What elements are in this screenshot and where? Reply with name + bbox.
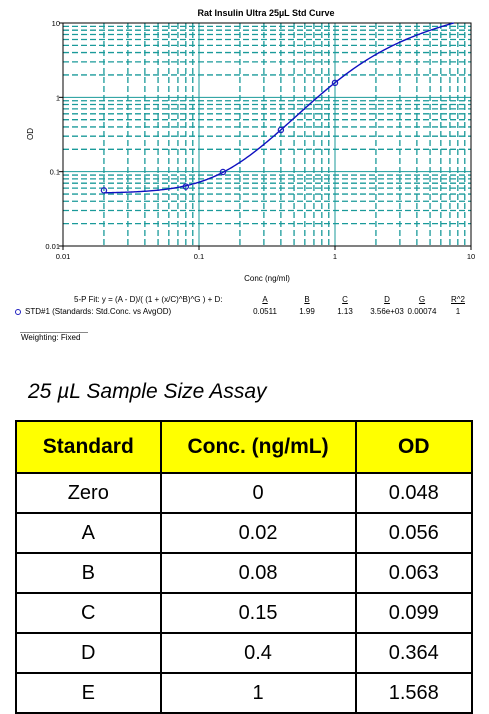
fit-value-c: 1.13 — [337, 307, 353, 316]
cell-od: 0.364 — [354, 632, 474, 674]
cell-od: 0.048 — [354, 472, 474, 514]
table-row: D 0.4 0.364 — [15, 632, 474, 674]
fit-value-g: 0.00074 — [407, 307, 437, 316]
cell-standard: B — [15, 552, 162, 594]
table-row: Zero 0 0.048 — [15, 472, 474, 514]
legend-label: STD#1 (Standards: Std.Conc. vs AvgOD) — [25, 307, 172, 316]
fit-curve — [103, 22, 455, 194]
data-point — [182, 183, 190, 190]
header-od: OD — [354, 420, 474, 474]
cell-conc: 0.02 — [159, 512, 357, 554]
cell-standard: E — [15, 672, 162, 714]
data-points — [100, 79, 339, 194]
fit-value-b: 1.99 — [299, 307, 315, 316]
table-row: E 1 1.568 — [15, 672, 474, 714]
cell-standard: D — [15, 632, 162, 674]
fit-header-a: A — [262, 295, 268, 304]
fit-value-a: 0.0511 — [253, 307, 277, 316]
cell-standard: C — [15, 592, 162, 634]
cell-od: 0.099 — [354, 592, 474, 634]
fit-header-b: B — [304, 295, 310, 304]
data-point — [219, 168, 227, 176]
legend-entry: STD#1 (Standards: Std.Conc. vs AvgOD) — [15, 307, 171, 316]
cell-od: 0.056 — [354, 512, 474, 554]
circle-marker-icon — [15, 308, 21, 315]
fit-header-r2: R^2 — [451, 295, 465, 304]
assay-title: 25 µL Sample Size Assay — [28, 380, 267, 403]
table-header-row: Standard Conc. (ng/mL) OD — [15, 420, 474, 474]
cell-standard: A — [15, 512, 162, 554]
x-tick-label: 0.1 — [194, 252, 204, 261]
chart-title: Rat Insulin Ultra 25µL Std Curve — [197, 8, 334, 18]
fit-header-g: G — [418, 295, 426, 304]
plot-frame — [62, 22, 472, 247]
y-tick-label: 10 — [52, 19, 60, 28]
y-tick-label: 0.1 — [50, 168, 60, 177]
weighting-divider — [20, 332, 88, 333]
axis-ticks: 0.01 0.1 1 10 0.01 0.1 1 10 — [45, 19, 475, 261]
fit-equation: 5-P Fit: y = (A - D)/( (1 + (x/C)^B)^G )… — [74, 295, 223, 304]
cell-od: 1.568 — [354, 672, 474, 714]
cell-standard: Zero — [15, 472, 162, 514]
y-axis-label: OD — [26, 128, 35, 140]
std-curve-chart: Rat Insulin Ultra 25µL Std Curve 0.01 0.1… — [26, 8, 475, 283]
table-row: C 0.15 0.099 — [15, 592, 474, 634]
table-row: A 0.02 0.056 — [15, 512, 474, 554]
fit-value-d: 3.56e+03 — [370, 307, 404, 316]
fit-header-d: D — [384, 295, 390, 304]
fit-header-c: C — [342, 295, 348, 304]
x-tick-label: 0.01 — [56, 252, 71, 261]
weighting-label: Weighting: Fixed — [21, 333, 81, 342]
x-tick-label: 10 — [467, 252, 475, 261]
x-axis-label: Conc (ng/ml) — [244, 274, 290, 283]
fit-summary: 5-P Fit: y = (A - D)/( (1 + (x/C)^B)^G )… — [14, 292, 484, 352]
data-point — [100, 187, 108, 194]
cell-od: 0.063 — [354, 552, 474, 594]
y-tick-label: 1 — [56, 93, 60, 102]
table-row: B 0.08 0.063 — [15, 552, 474, 594]
fit-curve-layer — [103, 22, 455, 194]
cell-conc: 1 — [159, 672, 357, 714]
x-tick-label: 1 — [333, 252, 337, 261]
cell-conc: 0 — [159, 472, 357, 514]
standards-table: Standard Conc. (ng/mL) OD Zero 0 0.048 A… — [15, 420, 474, 714]
cell-conc: 0.08 — [159, 552, 357, 594]
header-standard: Standard — [15, 420, 162, 474]
data-point — [331, 79, 339, 87]
data-point — [277, 126, 285, 134]
y-tick-label: 0.01 — [45, 242, 60, 251]
fit-value-r2: 1 — [455, 307, 461, 316]
cell-conc: 0.4 — [159, 632, 357, 674]
cell-conc: 0.15 — [159, 592, 357, 634]
grid-lines — [63, 23, 471, 246]
header-conc: Conc. (ng/mL) — [159, 420, 357, 474]
